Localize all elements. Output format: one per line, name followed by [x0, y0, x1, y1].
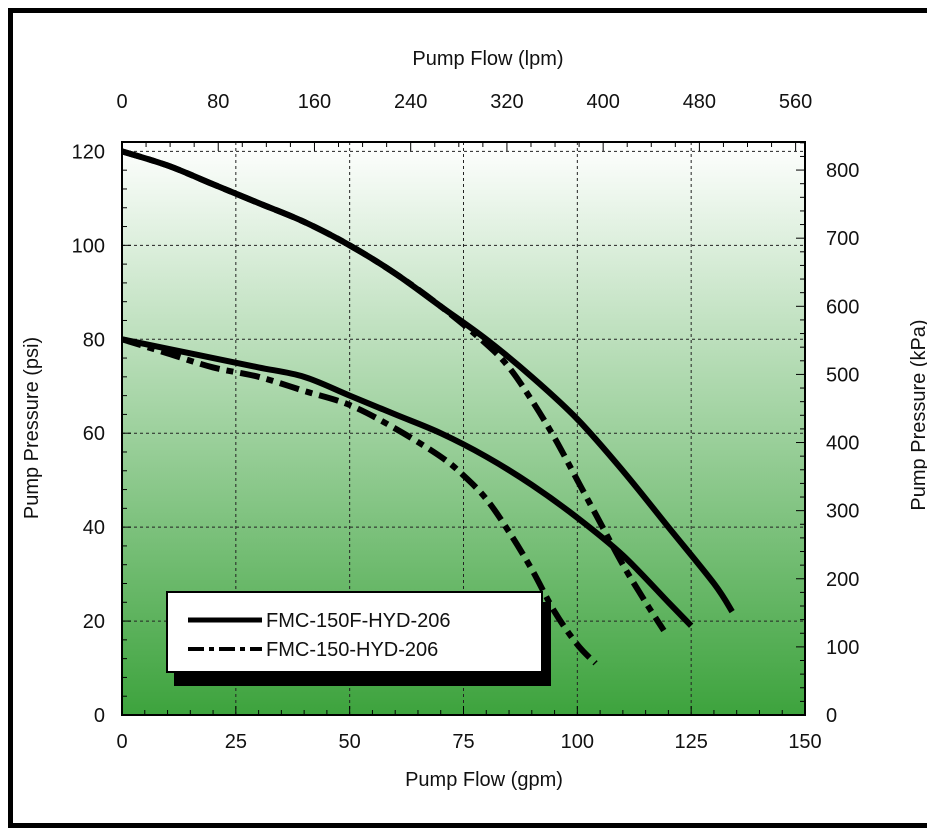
x2-tick-label: 400 [586, 91, 619, 113]
series-line-solid-2 [121, 336, 694, 628]
x2-tick-label: 160 [298, 91, 331, 113]
y2-tick-label: 200 [826, 569, 859, 591]
legend: FMC-150F-HYD-206 FMC-150-HYD-206 [166, 591, 551, 686]
y-tick-label: 40 [83, 517, 105, 539]
y2-tick-label: 600 [826, 296, 859, 318]
y2-tick-label: 800 [826, 160, 859, 182]
plot-border [121, 141, 806, 716]
data-series [121, 148, 735, 666]
x-tick-label: 125 [674, 731, 707, 753]
y-tick-label: 0 [94, 705, 105, 727]
x2-tick-label: 560 [779, 91, 812, 113]
legend-label-dashed: FMC-150-HYD-206 [266, 639, 438, 661]
y-tick-label: 20 [83, 611, 105, 633]
y-tick-label: 100 [72, 235, 105, 257]
y2-tick-label: 500 [826, 364, 859, 386]
x-tick-label: 100 [561, 731, 594, 753]
x2-axis-label: Pump Flow (lpm) [412, 48, 563, 70]
x-tick-label: 0 [116, 731, 127, 753]
y2-tick-label: 300 [826, 501, 859, 523]
legend-label-solid: FMC-150F-HYD-206 [266, 610, 450, 632]
y-tick-label: 120 [72, 141, 105, 163]
x2-tick-label: 240 [394, 91, 427, 113]
x2-tick-label: 80 [207, 91, 229, 113]
y2-axis-label: Pump Pressure (kPa) [908, 319, 927, 510]
y2-tick-label: 100 [826, 637, 859, 659]
y-tick-label: 60 [83, 423, 105, 445]
x2-tick-label: 0 [116, 91, 127, 113]
x-tick-label: 25 [225, 731, 247, 753]
x2-tick-label: 480 [683, 91, 716, 113]
y2-tick-label: 400 [826, 433, 859, 455]
x-tick-label: 150 [788, 731, 821, 753]
y-axis-label: Pump Pressure (psi) [21, 337, 43, 519]
y2-tick-label: 0 [826, 705, 837, 727]
legend-box [166, 591, 543, 673]
series-line-dashed-3 [121, 336, 598, 666]
y-tick-label: 80 [83, 329, 105, 351]
x-tick-label: 50 [339, 731, 361, 753]
x2-tick-label: 320 [490, 91, 523, 113]
y2-tick-label: 700 [826, 228, 859, 250]
x-tick-label: 75 [452, 731, 474, 753]
series-line-dashed-1 [121, 148, 667, 633]
x-axis-label: Pump Flow (gpm) [405, 769, 563, 791]
